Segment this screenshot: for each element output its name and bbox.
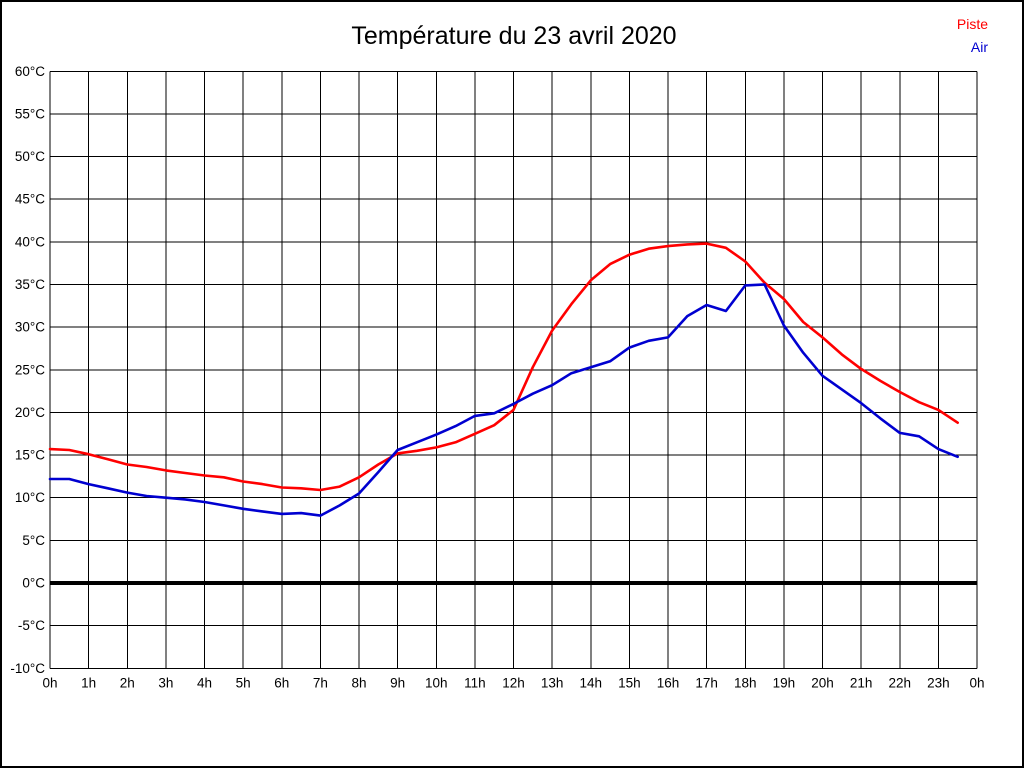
svg-text:0°C: 0°C <box>22 576 45 591</box>
svg-text:16h: 16h <box>657 675 680 690</box>
svg-text:50°C: 50°C <box>15 149 45 164</box>
svg-text:55°C: 55°C <box>15 107 45 122</box>
legend-item-air: Air <box>957 36 988 59</box>
legend-piste-label: Piste <box>956 16 988 32</box>
x-axis-labels: 0h 1h 2h 3h 4h 5h 6h 7h 8h 9h 10h 11h 12h 13h 14h 15h 16… <box>42 675 984 690</box>
y-axis-labels: 60°C 55°C 50°C 45°C 40°C 35°C 30°C 25°C 20°C 15°C… <box>10 64 45 676</box>
svg-text:1h: 1h <box>81 675 96 690</box>
series-piste <box>48 242 960 492</box>
svg-text:18h: 18h <box>734 675 757 690</box>
svg-text:15h: 15h <box>618 675 641 690</box>
svg-text:11h: 11h <box>464 675 486 690</box>
svg-text:2h: 2h <box>120 675 135 690</box>
svg-text:10h: 10h <box>425 675 448 690</box>
svg-text:3h: 3h <box>158 675 173 690</box>
svg-text:20h: 20h <box>811 675 834 690</box>
svg-text:0h: 0h <box>42 675 57 690</box>
svg-text:35°C: 35°C <box>15 277 45 292</box>
svg-text:19h: 19h <box>773 675 796 690</box>
svg-text:-5°C: -5°C <box>18 618 45 633</box>
svg-text:40°C: 40°C <box>15 234 45 249</box>
svg-text:23h: 23h <box>927 675 950 690</box>
svg-text:60°C: 60°C <box>15 64 45 79</box>
svg-text:22h: 22h <box>889 675 912 690</box>
series-air <box>48 283 960 517</box>
svg-text:5h: 5h <box>236 675 251 690</box>
svg-text:30°C: 30°C <box>15 320 45 335</box>
svg-text:4h: 4h <box>197 675 212 690</box>
svg-text:15°C: 15°C <box>15 448 45 463</box>
svg-text:14h: 14h <box>580 675 603 690</box>
svg-text:5°C: 5°C <box>22 533 45 548</box>
svg-text:21h: 21h <box>850 675 873 690</box>
svg-text:7h: 7h <box>313 675 328 690</box>
gridlines <box>49 70 978 669</box>
svg-text:0h: 0h <box>969 675 984 690</box>
svg-text:9h: 9h <box>390 675 405 690</box>
svg-text:45°C: 45°C <box>15 192 45 207</box>
page-title: Température du 23 avril 2020 <box>351 22 677 50</box>
svg-text:6h: 6h <box>274 675 289 690</box>
svg-text:17h: 17h <box>695 675 718 690</box>
svg-text:25°C: 25°C <box>15 362 45 377</box>
legend-item-piste: Piste <box>957 13 988 36</box>
svg-text:-10°C: -10°C <box>10 661 45 676</box>
legend-air-label: Air <box>970 39 988 55</box>
svg-text:13h: 13h <box>541 675 564 690</box>
svg-text:12h: 12h <box>502 675 525 690</box>
svg-text:20°C: 20°C <box>15 405 45 420</box>
legend: Piste Air <box>957 13 988 59</box>
svg-text:8h: 8h <box>351 675 366 690</box>
svg-text:10°C: 10°C <box>15 490 45 505</box>
